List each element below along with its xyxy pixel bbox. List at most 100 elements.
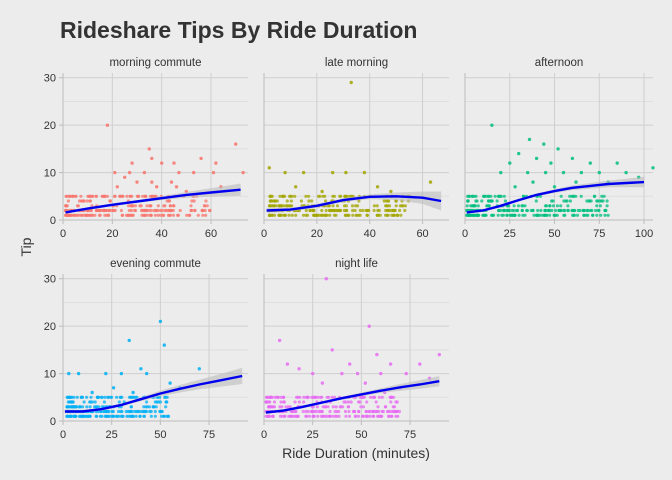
facet-panel: afternoon 0 25 50 75 100 — [462, 57, 655, 240]
scatter-point — [392, 405, 397, 409]
scatter-point — [330, 348, 334, 352]
x-tick-label: 75 — [404, 429, 416, 441]
scatter-point — [361, 405, 366, 409]
scatter-point — [350, 204, 355, 208]
scatter-point — [601, 199, 605, 203]
scatter-point — [574, 180, 578, 184]
scatter-point — [516, 204, 521, 208]
x-axis-label: Ride Duration (minutes) — [282, 445, 430, 461]
scatter-point — [86, 194, 90, 198]
scatter-point — [561, 170, 566, 175]
scatter-point — [320, 395, 324, 399]
scatter-point — [482, 213, 486, 217]
scatter-point — [362, 170, 367, 175]
scatter-point — [129, 208, 134, 213]
scatter-point — [399, 213, 403, 217]
scatter-point — [278, 213, 282, 217]
scatter-point — [113, 208, 117, 213]
scatter-point — [165, 395, 169, 399]
scatter-point — [304, 409, 308, 414]
scatter-point — [64, 194, 68, 198]
scatter-point — [114, 414, 118, 418]
scatter-point — [282, 213, 286, 217]
scatter-point — [136, 194, 140, 198]
scatter-point — [328, 414, 332, 418]
scatter-point — [104, 371, 108, 376]
scatter-point — [552, 185, 557, 189]
scatter-point — [304, 213, 308, 217]
scatter-point — [379, 414, 383, 418]
x-tick-label: 75 — [203, 429, 215, 441]
x-tick-label: 0 — [462, 228, 468, 240]
scatter-point — [386, 213, 390, 217]
scatter-point — [134, 414, 138, 418]
scatter-point — [302, 395, 306, 399]
x-tick-label: 50 — [154, 429, 166, 441]
scatter-point — [91, 213, 95, 217]
scatter-point — [534, 199, 538, 203]
scatter-point — [304, 208, 308, 213]
scatter-point — [277, 338, 282, 343]
y-tick-label: 0 — [50, 416, 56, 428]
scatter-point — [185, 213, 189, 217]
scatter-point — [470, 194, 474, 198]
scatter-point — [113, 170, 117, 175]
scatter-point — [339, 194, 343, 198]
scatter-point — [106, 213, 110, 217]
scatter-point — [68, 395, 72, 399]
scatter-point — [390, 208, 394, 213]
scatter-point — [65, 204, 69, 208]
scatter-point — [282, 400, 286, 404]
scatter-point — [548, 204, 552, 208]
scatter-point — [532, 213, 536, 217]
scatter-point — [582, 213, 586, 217]
scatter-point — [357, 409, 361, 414]
scatter-point — [281, 395, 286, 399]
scatter-point — [307, 199, 311, 203]
scatter-point — [374, 409, 378, 414]
scatter-point — [579, 170, 584, 175]
scatter-point — [525, 208, 530, 213]
scatter-point — [603, 213, 607, 217]
scatter-point — [279, 400, 283, 404]
scatter-point — [127, 170, 132, 175]
scatter-point — [88, 405, 92, 409]
scatter-point — [358, 213, 362, 217]
scatter-point — [73, 414, 77, 418]
scatter-point — [472, 204, 476, 208]
scatter-point — [364, 409, 368, 414]
scatter-point — [132, 395, 136, 399]
scatter-point — [89, 395, 93, 399]
scatter-point — [93, 400, 97, 404]
x-tick-label: 0 — [60, 429, 66, 441]
scatter-point — [398, 204, 402, 208]
scatter-point — [288, 414, 292, 418]
facet-strip-label: night life — [335, 258, 378, 270]
scatter-point — [385, 409, 390, 414]
bulk-points — [264, 395, 401, 418]
scatter-point — [349, 400, 353, 404]
facet-panel: night life 0 25 50 75 — [261, 258, 449, 441]
scatter-point — [311, 371, 315, 376]
scatter-point — [326, 405, 330, 409]
scatter-point — [331, 170, 335, 175]
scatter-point — [204, 213, 208, 217]
trend-line — [64, 374, 243, 413]
scatter-point — [268, 194, 272, 198]
scatter-point — [145, 213, 150, 217]
scatter-point — [551, 204, 556, 208]
scatter-point — [296, 395, 300, 399]
scatter-point — [401, 204, 405, 208]
scatter-point — [305, 395, 309, 399]
scatter-point — [389, 409, 393, 414]
scatter-point — [155, 185, 159, 189]
scatter-point — [145, 204, 149, 208]
scatter-point — [290, 409, 295, 414]
scatter-point — [193, 208, 197, 213]
scatter-point — [344, 400, 348, 404]
scatter-point — [156, 400, 161, 404]
scatter-point — [503, 199, 507, 203]
scatter-point — [171, 213, 176, 217]
scatter-point — [472, 213, 476, 217]
scatter-point — [123, 175, 127, 179]
